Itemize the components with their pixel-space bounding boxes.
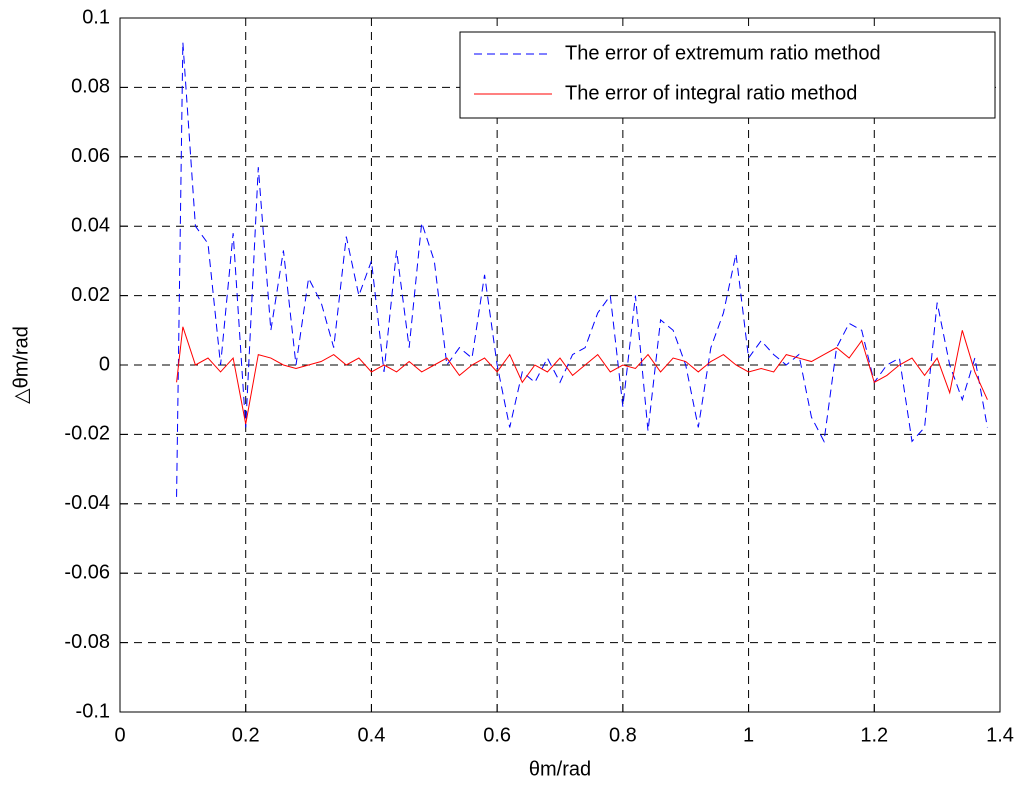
x-tick-label: 1 (743, 724, 754, 746)
y-tick-label: 0.06 (71, 145, 110, 167)
y-tick-label: -0.02 (64, 423, 110, 445)
y-tick-label: -0.04 (64, 492, 110, 514)
y-tick-label: 0 (99, 353, 110, 375)
x-tick-label: 0.8 (609, 724, 637, 746)
legend-box (459, 31, 996, 119)
legend-label: The error of integral ratio method (565, 82, 857, 104)
legend-label: The error of extremum ratio method (565, 42, 881, 64)
y-tick-label: -0.1 (76, 700, 110, 722)
data-line (176, 326, 988, 425)
plot-frame (119, 17, 1001, 713)
x-tick-label: 0.2 (232, 724, 260, 746)
y-axis-label: △θm/rad (10, 326, 32, 404)
y-tick-label: 0.1 (82, 6, 110, 28)
x-tick-label: 0.4 (358, 724, 386, 746)
x-tick-label: 0 (114, 724, 125, 746)
x-tick-label: 1.4 (986, 724, 1014, 746)
y-tick-label: -0.06 (64, 561, 110, 583)
y-tick-label: -0.08 (64, 631, 110, 653)
y-tick-label: 0.04 (71, 214, 110, 236)
x-tick-label: 0.6 (483, 724, 511, 746)
x-axis-label: θm/rad (529, 758, 591, 780)
y-tick-label: 0.08 (71, 76, 110, 98)
y-tick-label: 0.02 (71, 284, 110, 306)
x-tick-label: 1.2 (860, 724, 888, 746)
data-line (176, 42, 988, 497)
